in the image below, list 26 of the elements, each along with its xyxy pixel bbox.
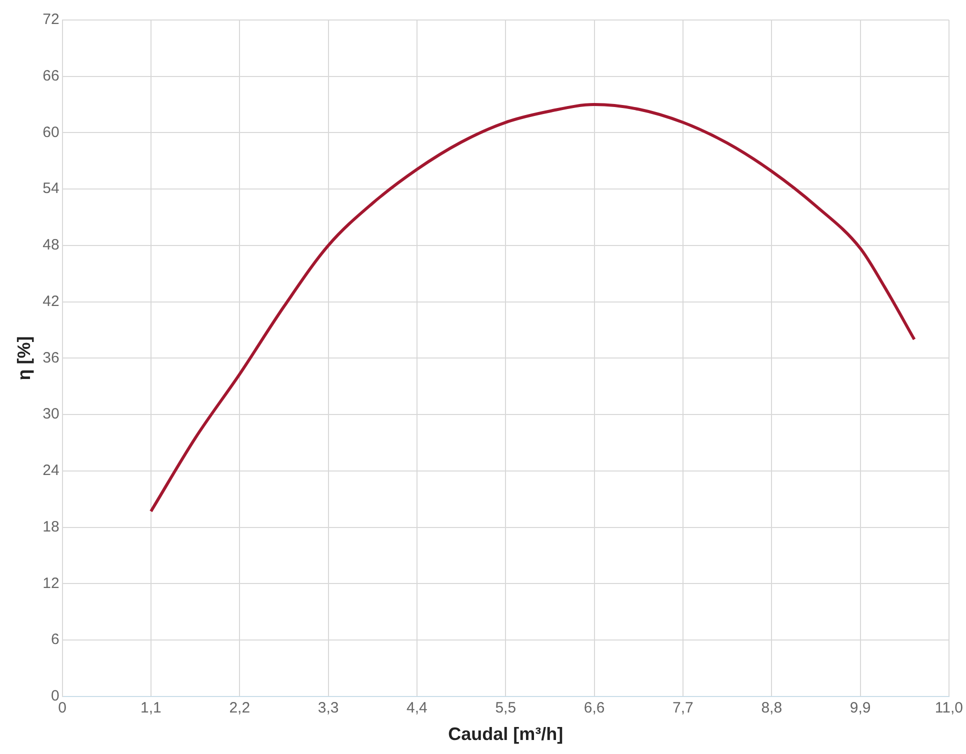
y-tick-label: 48 <box>42 236 60 254</box>
x-axis-title: Caudal [m³/h] <box>448 724 564 744</box>
y-tick-label: 42 <box>42 292 60 310</box>
y-tick-label: 30 <box>42 406 60 423</box>
x-tick-label: 4,4 <box>406 700 428 717</box>
y-tick-label: 6 <box>50 631 60 648</box>
y-tick-label: 60 <box>42 124 60 141</box>
x-tick-label: 2,2 <box>229 700 250 717</box>
y-tick-label: 18 <box>42 518 60 536</box>
x-tick-label: 8,8 <box>761 700 782 717</box>
y-tick-label: 0 <box>50 688 60 705</box>
y-tick-label: 24 <box>42 462 60 480</box>
x-tick-label: 7,7 <box>672 700 694 717</box>
y-axis-title: η [%] <box>14 336 34 380</box>
x-tick-label: 3,3 <box>318 700 339 717</box>
y-tick-label: 36 <box>42 349 60 366</box>
y-tick-label: 72 <box>42 11 60 28</box>
x-tick-label: 9,9 <box>850 700 871 717</box>
y-tick-label: 66 <box>42 68 60 85</box>
y-tick-label: 54 <box>42 180 60 198</box>
line-series <box>149 103 916 513</box>
x-tick-label: 11,0 <box>934 700 964 717</box>
x-tick-label: 6,6 <box>584 700 605 717</box>
x-tick-label: 5,5 <box>495 700 516 717</box>
y-tick-label: 12 <box>42 574 60 592</box>
x-tick-label: 1,1 <box>140 700 162 717</box>
